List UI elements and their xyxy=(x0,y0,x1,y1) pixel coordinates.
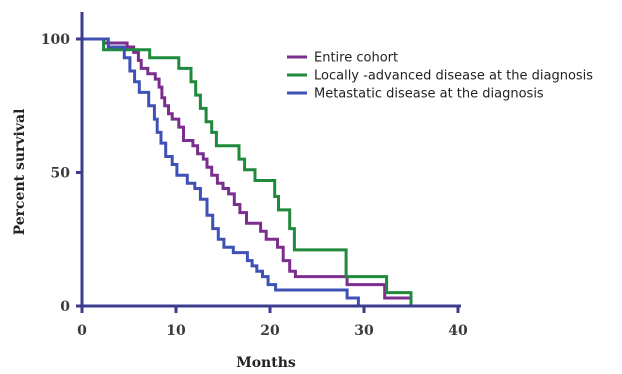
survival-curves xyxy=(82,37,413,306)
y-tick-label: 100 xyxy=(41,32,70,48)
series-line-3 xyxy=(82,37,360,306)
series-line-2 xyxy=(82,37,413,306)
y-tick-label: 0 xyxy=(60,299,70,315)
series-line-1 xyxy=(82,37,413,306)
x-tick-group: 0 10 20 30 40 xyxy=(77,306,468,339)
legend-label-3: Metastatic disease at the diagnosis xyxy=(314,87,544,102)
y-tick-group: 0 50 100 xyxy=(41,32,82,315)
y-axis-title: Percent survival xyxy=(12,109,28,236)
legend: Entire cohort Locally -advanced disease a… xyxy=(287,51,593,102)
x-tick-label: 20 xyxy=(260,323,280,339)
legend-label-2: Locally -advanced disease at the diagnos… xyxy=(314,69,593,84)
x-tick-label: 10 xyxy=(166,323,186,339)
y-tick-label: 50 xyxy=(51,166,71,182)
x-tick-label: 30 xyxy=(354,323,374,339)
legend-label-1: Entire cohort xyxy=(314,51,398,66)
x-tick-label: 40 xyxy=(448,323,468,339)
x-axis-title: Months xyxy=(236,355,296,371)
x-tick-label: 0 xyxy=(77,323,87,339)
